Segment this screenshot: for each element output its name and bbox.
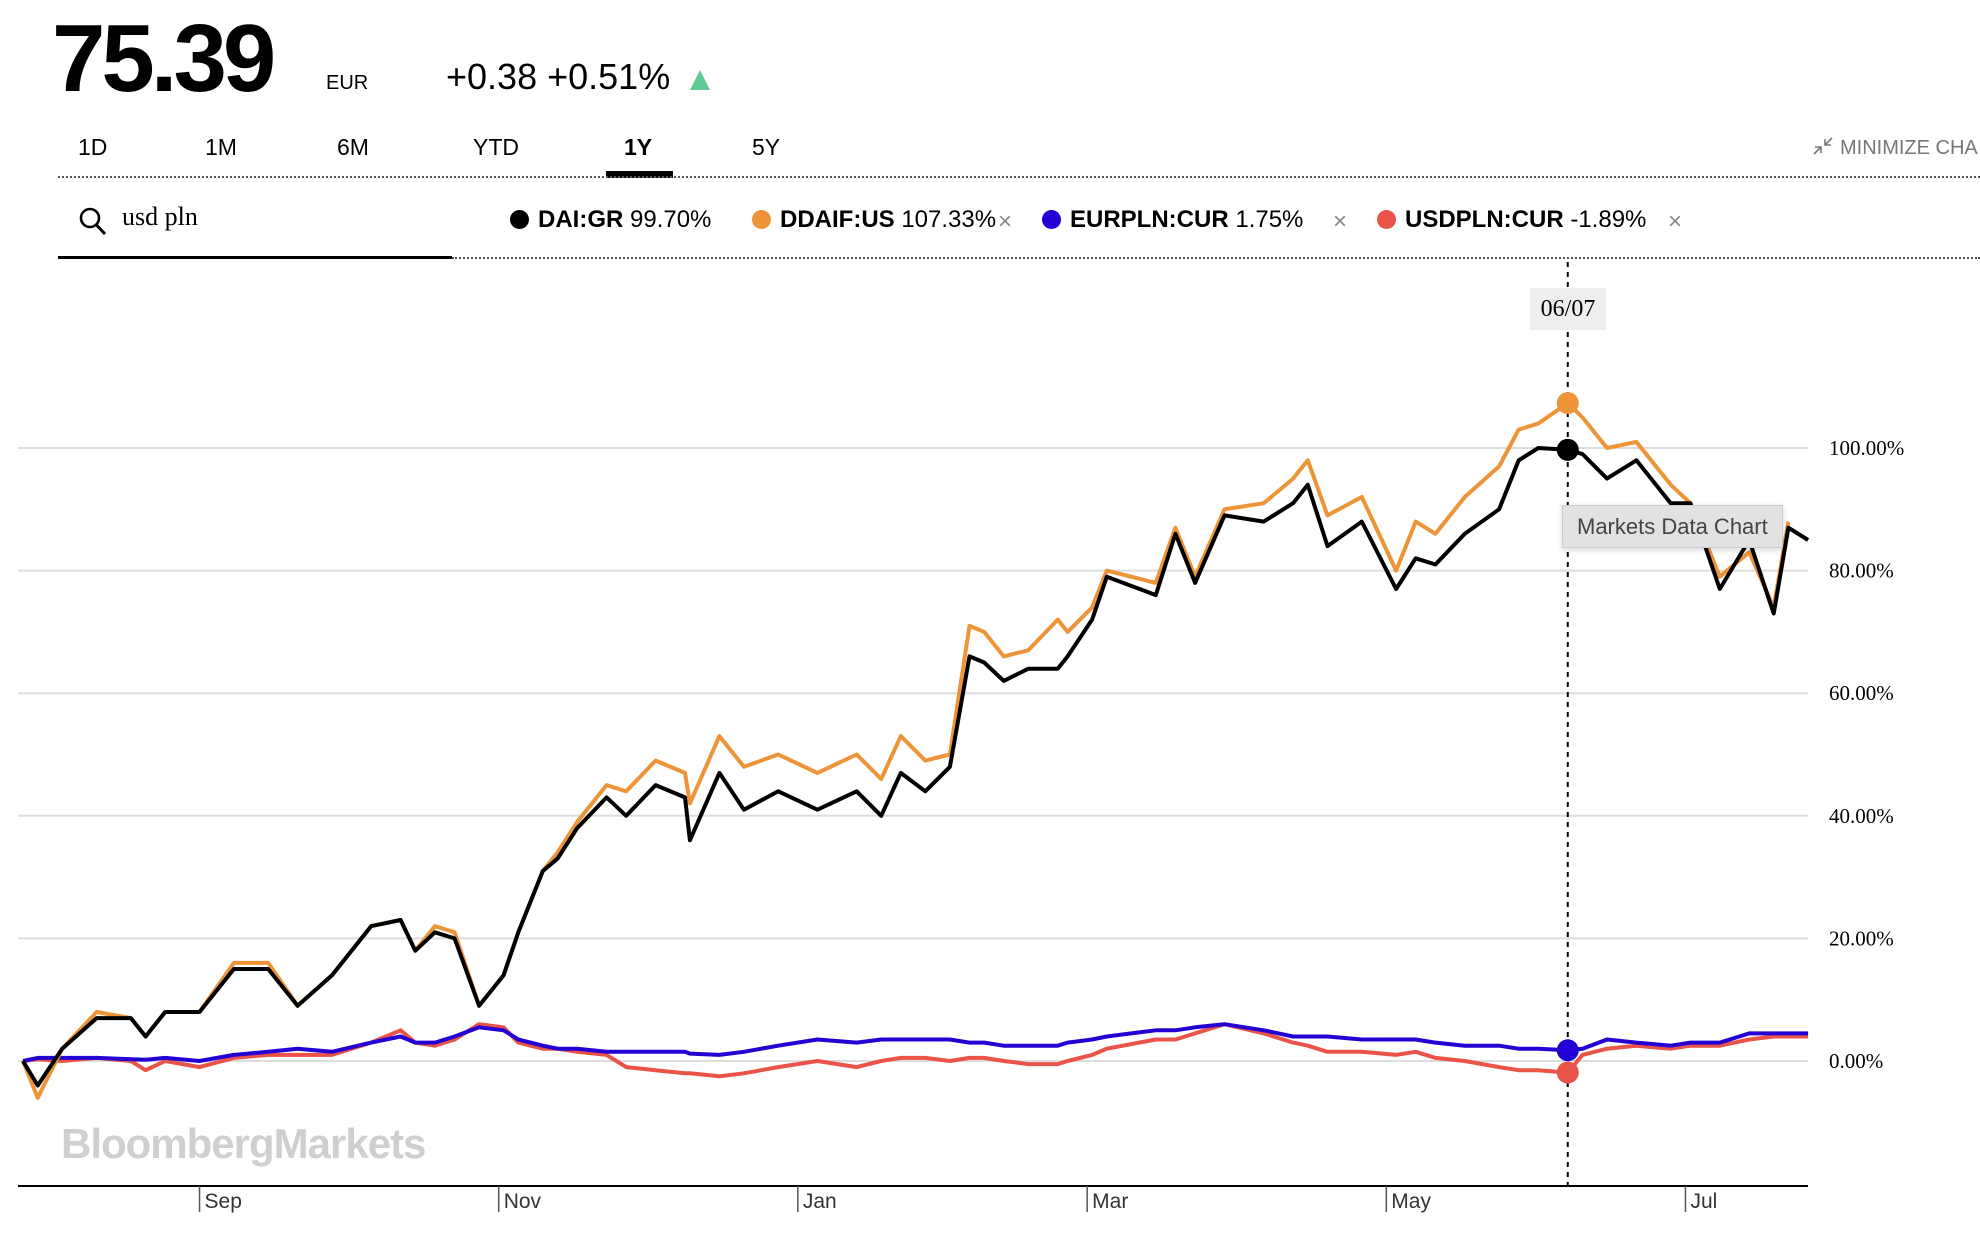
price-change: +0.38 +0.51%	[446, 56, 670, 98]
legend-item-usdpln-cur: USDPLN:CUR -1.89%	[1377, 206, 1646, 234]
x-tick-label: Jul	[1690, 1190, 1717, 1213]
search-input[interactable]: usd pln	[58, 196, 452, 259]
bloomberg-markets-logo: BloombergMarkets	[61, 1120, 426, 1167]
y-tick-label: 60.00%	[1829, 681, 1894, 705]
tabs-divider	[58, 176, 1980, 178]
legend-item-ddaif-us: DDAIF:US 107.33%	[752, 206, 996, 234]
minimize-icon	[1813, 137, 1833, 155]
x-tick-label: Sep	[205, 1190, 242, 1213]
x-tick-label: Nov	[504, 1190, 542, 1213]
crosshair-marker-usdpln-cur	[1556, 1061, 1579, 1084]
legend-dot-icon	[510, 210, 529, 229]
active-tab-indicator	[606, 171, 673, 178]
tab-ytd[interactable]: YTD	[473, 134, 519, 160]
legend-value: 1.75%	[1235, 206, 1304, 233]
y-tick-label: 40.00%	[1829, 804, 1894, 828]
remove-series-icon[interactable]: ×	[1668, 208, 1683, 235]
legend-symbol: DDAIF:US	[780, 206, 895, 233]
up-arrow-icon	[690, 70, 710, 90]
legend-symbol: USDPLN:CUR	[1405, 206, 1564, 233]
remove-series-icon[interactable]: ×	[1333, 208, 1348, 235]
legend-value: 107.33%	[901, 206, 997, 233]
search-icon	[79, 207, 107, 236]
crosshair-marker-ddaif-us	[1556, 392, 1579, 415]
legend-dot-icon	[752, 210, 771, 229]
minimize-label: MINIMIZE CHA	[1840, 137, 1978, 159]
currency-label: EUR	[326, 72, 369, 94]
legend-symbol: EURPLN:CUR	[1070, 206, 1229, 233]
remove-series-icon[interactable]: ×	[998, 208, 1013, 235]
x-tick-label: May	[1391, 1190, 1431, 1213]
series-line-eurpln-cur	[22, 1022, 1809, 1063]
crosshair-date-label: 06/07	[1530, 288, 1606, 330]
tab-1d[interactable]: 1D	[78, 134, 108, 160]
tab-5y[interactable]: 5Y	[752, 134, 781, 160]
legend-symbol: DAI:GR	[538, 206, 624, 233]
x-tick-label: Mar	[1092, 1190, 1128, 1213]
x-tick-label: Jan	[803, 1190, 837, 1213]
crosshair-marker-eurpln-cur	[1556, 1039, 1579, 1062]
minimize-chart-button[interactable]: MINIMIZE CHA	[1812, 136, 1978, 160]
legend-item-dai-gr: DAI:GR 99.70%	[510, 206, 711, 234]
legend-value: 99.70%	[630, 206, 712, 233]
legend-dot-icon	[1377, 210, 1396, 229]
y-tick-label: 100.00%	[1829, 436, 1904, 460]
legend-item-eurpln-cur: EURPLN:CUR 1.75%	[1042, 206, 1303, 234]
y-tick-label: 20.00%	[1829, 926, 1894, 950]
legend-dot-icon	[1042, 210, 1061, 229]
last-price: 75.39	[52, 5, 276, 112]
change-value: +0.38	[446, 56, 538, 97]
change-percent: +0.51%	[547, 56, 671, 97]
series-line-dai-gr	[21, 446, 1810, 1088]
y-tick-label: 0.00%	[1829, 1049, 1883, 1073]
search-query: usd pln	[122, 202, 198, 231]
tooltip: Markets Data Chart	[1562, 505, 1783, 548]
tab-1y[interactable]: 1Y	[624, 134, 653, 160]
search-divider	[452, 257, 1980, 259]
crosshair-marker-dai-gr	[1556, 438, 1579, 461]
tab-6m[interactable]: 6M	[337, 134, 369, 160]
y-tick-label: 80.00%	[1829, 559, 1894, 583]
legend-value: -1.89%	[1570, 206, 1647, 233]
tab-1m[interactable]: 1M	[205, 134, 237, 160]
